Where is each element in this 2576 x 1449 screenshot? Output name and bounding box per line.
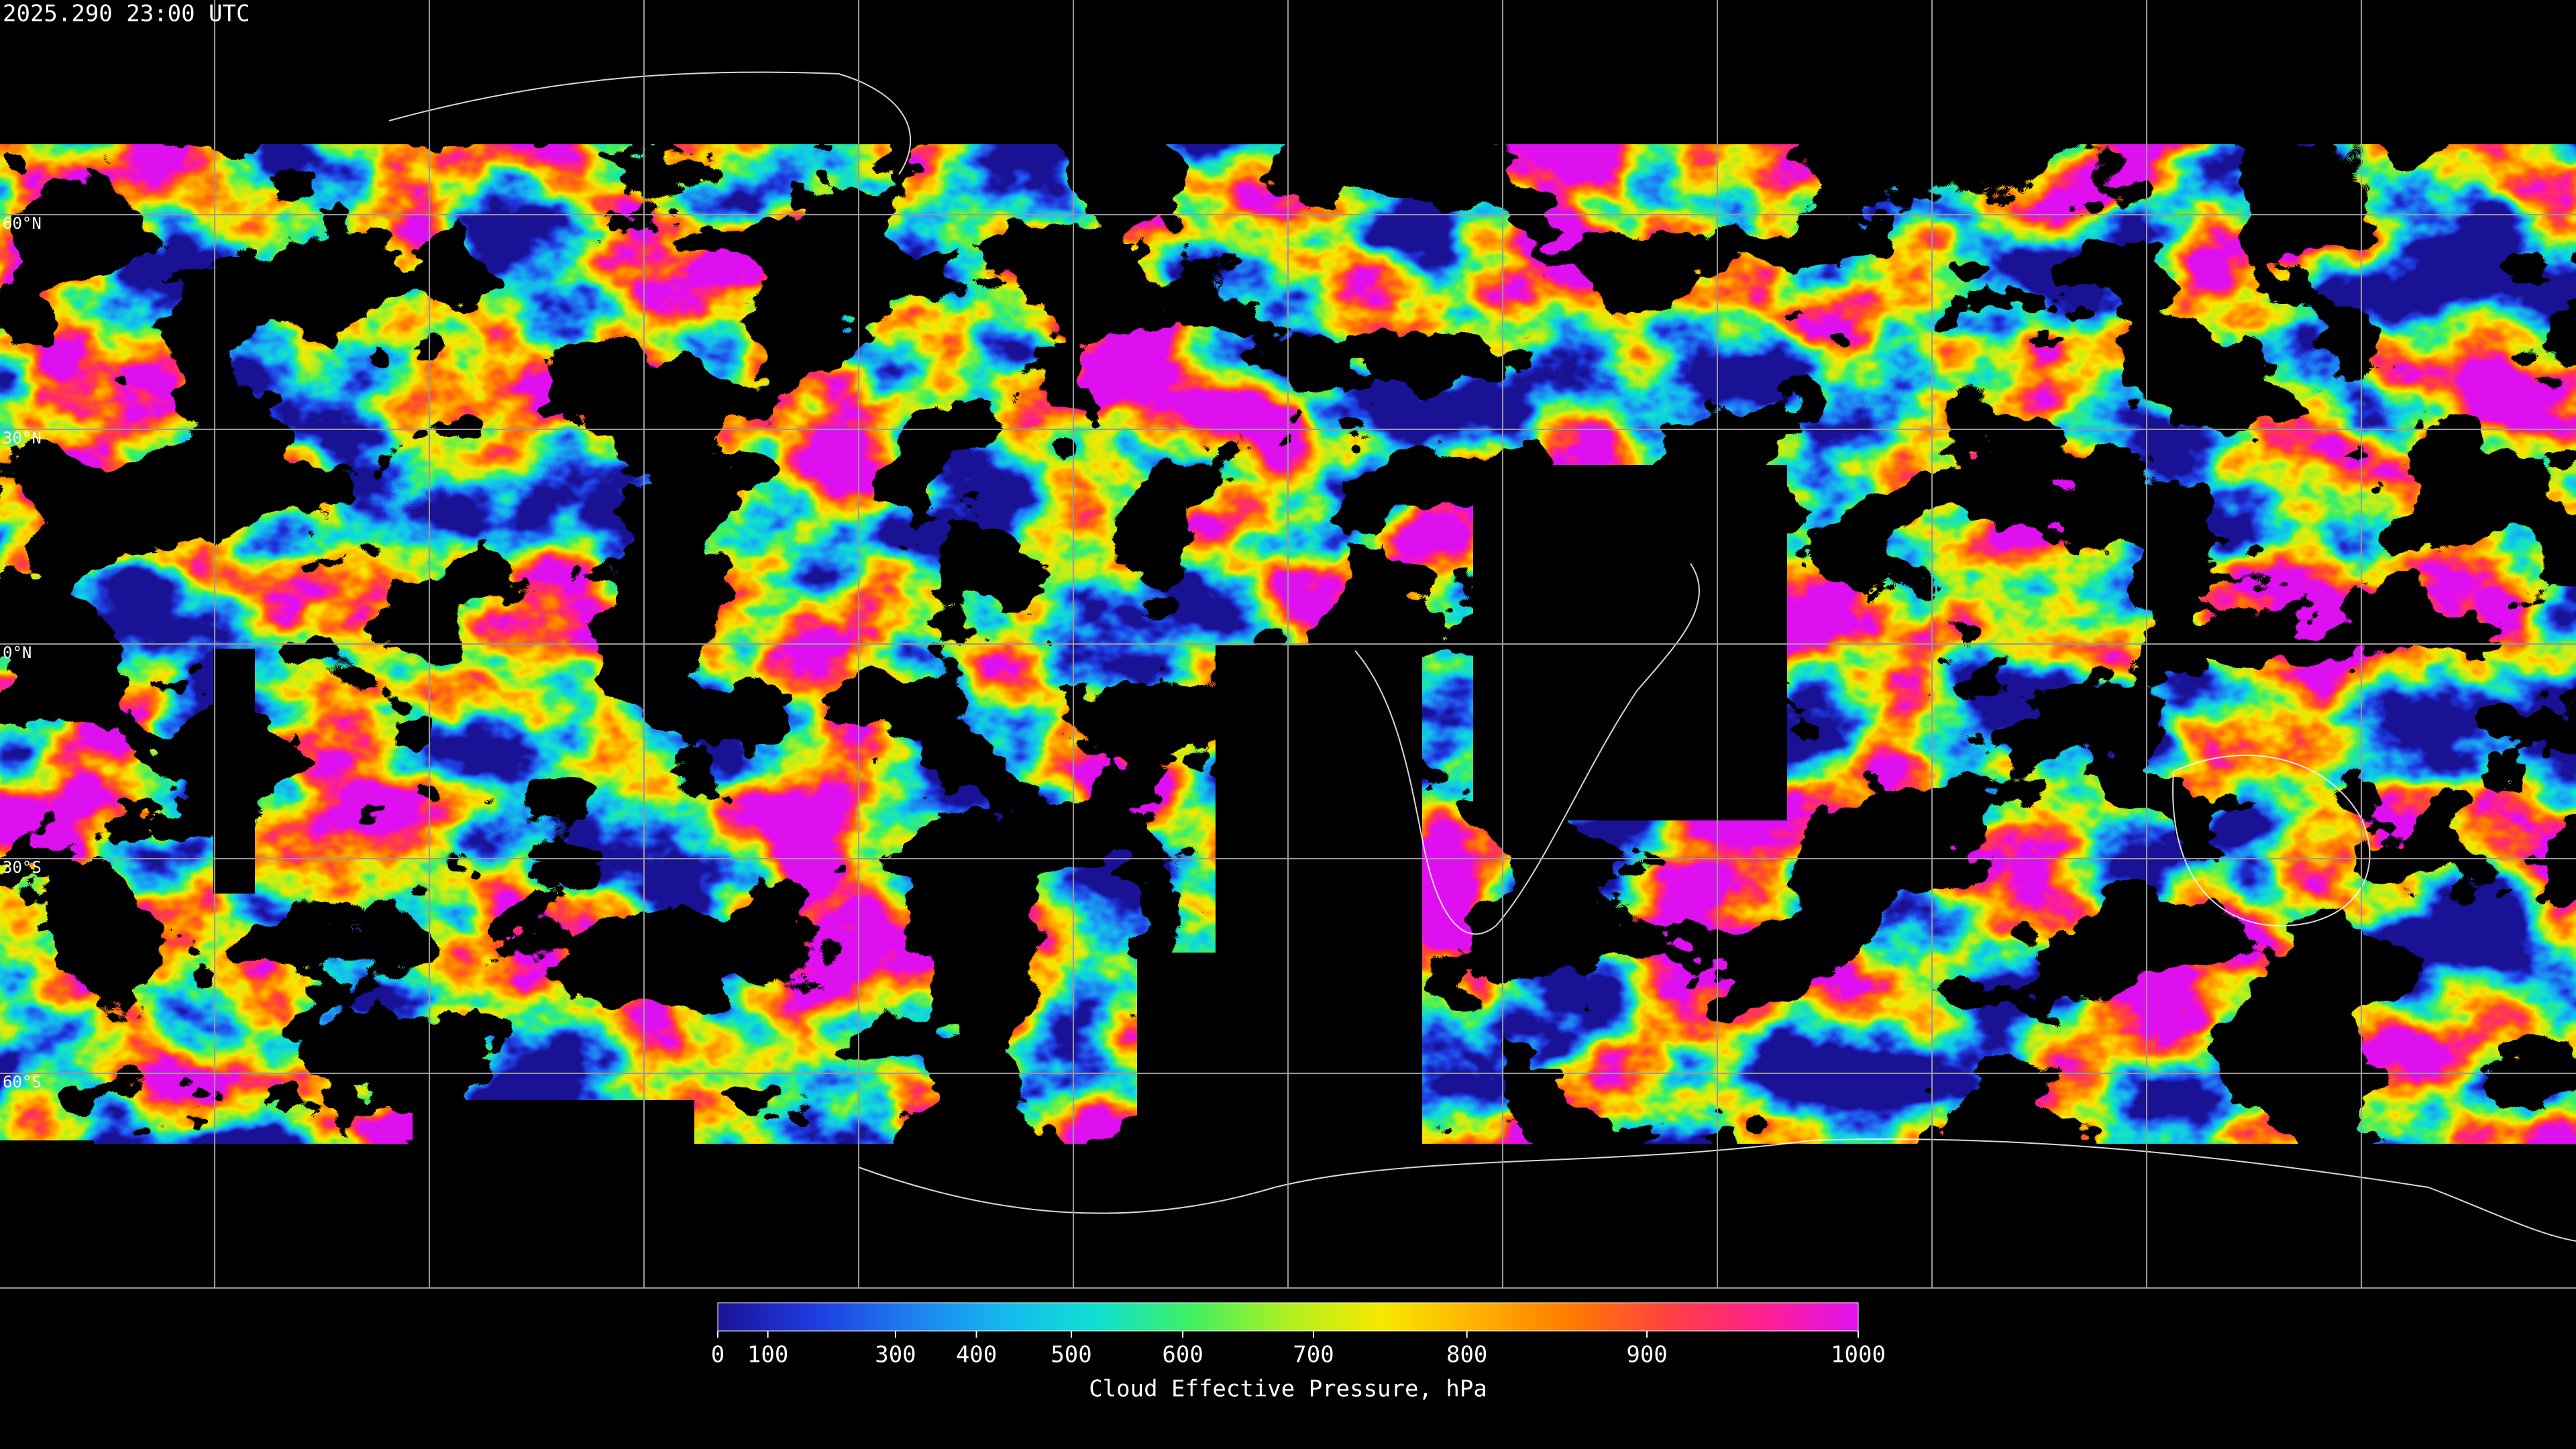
coastlines <box>388 71 2576 1242</box>
colorbar-tick-label: 100 <box>747 1342 788 1368</box>
colorbar-tick-label: 600 <box>1162 1342 1203 1368</box>
graticule: 60°N 30°N 0°N 30°S 60°S <box>0 0 2576 1289</box>
timestamp: 2025.290 23:00 UTC <box>3 1 250 28</box>
latitude-label: 0°N <box>3 643 32 662</box>
colorbar-tick-label: 700 <box>1293 1342 1334 1368</box>
colorbar-tick-label: 0 <box>711 1342 724 1368</box>
colorbar-tick-label: 400 <box>956 1342 997 1368</box>
data-gaps <box>0 465 1787 1288</box>
colorbar: 0 100 300 400 500 600 700 800 900 1000 <box>711 1302 1886 1368</box>
latitude-label: 60°S <box>3 1073 42 1091</box>
colorbar-tick-label: 1000 <box>1831 1342 1886 1368</box>
colorbar-tick-label: 500 <box>1051 1342 1091 1368</box>
colorbar-tick-label: 300 <box>875 1342 916 1368</box>
latitude-label: 30°N <box>3 429 42 447</box>
latitude-label: 30°S <box>3 858 42 877</box>
colorbar-tick-label: 800 <box>1446 1342 1487 1368</box>
colorbar-ramp <box>717 1302 1859 1332</box>
colorbar-tick-label: 900 <box>1626 1342 1667 1368</box>
latitude-label: 60°N <box>3 214 42 233</box>
colorbar-title: Cloud Effective Pressure, hPa <box>1089 1376 1487 1403</box>
